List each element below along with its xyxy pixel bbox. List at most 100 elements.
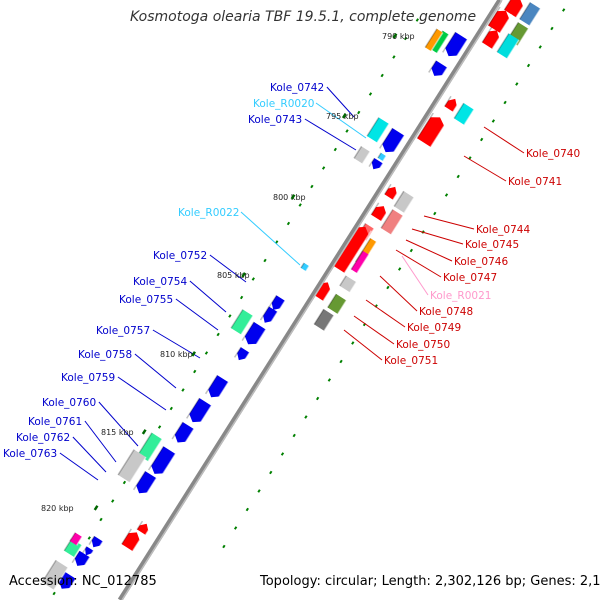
gene-feature (380, 209, 404, 235)
gene-feature (481, 26, 503, 50)
kbp-tick-mark (93, 505, 99, 511)
leader-line (353, 315, 395, 345)
gene-feature (204, 374, 230, 402)
kbp-tick-label: 815 kbp (101, 428, 134, 437)
leader-line (117, 376, 167, 411)
position-dot (433, 211, 437, 216)
gene-feature (339, 275, 357, 293)
leader-line (401, 255, 429, 296)
kbp-tick-mark (392, 33, 398, 39)
position-dot (386, 285, 390, 290)
gene-feature (137, 432, 163, 462)
gene-feature (443, 95, 461, 113)
gene-feature (71, 550, 91, 570)
gene-feature (379, 127, 405, 157)
position-dot (327, 378, 331, 382)
position-dot (345, 129, 349, 133)
position-dot (286, 221, 291, 226)
kbp-tick-label: 805 kbp (217, 271, 250, 280)
kbp-tick-mark (141, 429, 147, 435)
position-dot (357, 110, 361, 115)
gene-feature (117, 449, 147, 483)
position-dot (216, 332, 220, 337)
leader-line (423, 215, 475, 230)
gene-label-kole-0754: Kole_0754 (133, 276, 187, 288)
gene-label-kole-0761: Kole_0761 (28, 416, 82, 428)
position-dot (456, 174, 460, 179)
position-dot (292, 433, 296, 438)
position-dot (321, 166, 326, 170)
gene-label-kole-0750: Kole_0750 (396, 339, 450, 351)
gene-label-kole-0757: Kole_0757 (96, 325, 150, 337)
gene-feature (366, 117, 390, 143)
gene-label-kole-0745: Kole_0745 (465, 239, 519, 251)
gene-label-kole-0748: Kole_0748 (419, 306, 473, 318)
leader-line (315, 102, 367, 139)
gene-label-kole-0763: Kole_0763 (3, 448, 57, 460)
position-dot (444, 193, 449, 197)
gene-label-kole-0740: Kole_0740 (526, 148, 580, 160)
kbp-tick-mark (341, 113, 347, 119)
kbp-tick-mark (290, 194, 296, 200)
leader-line (379, 275, 418, 312)
leader-line (175, 298, 219, 331)
position-dot (526, 63, 531, 68)
gene-feature (268, 295, 286, 313)
position-dot (315, 396, 320, 401)
gene-feature (313, 308, 335, 332)
gene-feature (300, 262, 310, 272)
position-dot (380, 73, 384, 78)
leader-line (365, 299, 406, 328)
position-dot (397, 267, 402, 271)
leader-line (98, 401, 139, 447)
leader-line (84, 420, 117, 463)
leader-line (483, 126, 525, 154)
position-dot (157, 425, 162, 429)
gene-feature (171, 421, 195, 447)
position-dot (222, 544, 226, 549)
gene-feature (136, 520, 152, 536)
position-dot (239, 295, 244, 300)
genome-summary-text: Topology: circular; Length: 2,302,126 bp… (260, 574, 600, 589)
position-dot (562, 8, 566, 12)
leader-line (209, 254, 247, 283)
kbp-tick-label: 800 kbp (273, 193, 306, 202)
gene-feature (241, 321, 267, 349)
position-dot (245, 507, 249, 512)
position-dot (87, 536, 91, 540)
leader-line (304, 118, 357, 151)
position-dot (339, 359, 343, 364)
gene-feature (424, 28, 444, 52)
gene-label-kole-0762: Kole_0762 (16, 432, 70, 444)
leader-line (395, 249, 442, 278)
kbp-tick-mark (241, 272, 247, 278)
gene-feature (81, 546, 95, 558)
leader-line (189, 280, 227, 313)
map-title: Kosmotoga olearia TBF 19.5.1, complete g… (130, 9, 477, 25)
position-dot (298, 203, 302, 207)
position-dot (122, 480, 127, 485)
leader-line (405, 239, 453, 262)
gene-feature (368, 157, 384, 173)
gene-feature (350, 250, 370, 274)
gene-feature (496, 33, 520, 59)
leader-line (411, 228, 464, 245)
position-dot (415, 18, 419, 22)
accession-text: Accession: NC_012785 (9, 574, 157, 589)
gene-label-kole-0755: Kole_0755 (119, 294, 173, 306)
gene-label-kole-0759: Kole_0759 (61, 372, 115, 384)
position-dot (263, 258, 267, 263)
gene-feature (259, 306, 279, 326)
position-dot (538, 45, 542, 49)
position-dot (368, 92, 373, 96)
position-dot (403, 36, 408, 41)
gene-labels: Kole_0742 Kole_R0020 Kole_0743 Kole_R0022 Ko… (3, 82, 580, 460)
gene-label-kole-r0021: Kole_R0021 (430, 290, 491, 302)
genome-backbone (117, 0, 503, 600)
gene-feature (147, 446, 177, 478)
position-dot (181, 388, 185, 392)
gene-feature (69, 532, 83, 546)
gene-label-kole-0751: Kole_0751 (384, 355, 438, 367)
position-dot (550, 26, 554, 31)
